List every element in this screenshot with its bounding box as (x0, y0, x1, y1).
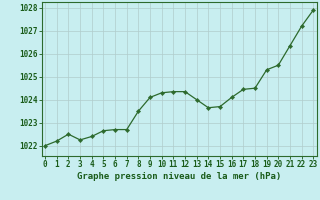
X-axis label: Graphe pression niveau de la mer (hPa): Graphe pression niveau de la mer (hPa) (77, 172, 281, 181)
